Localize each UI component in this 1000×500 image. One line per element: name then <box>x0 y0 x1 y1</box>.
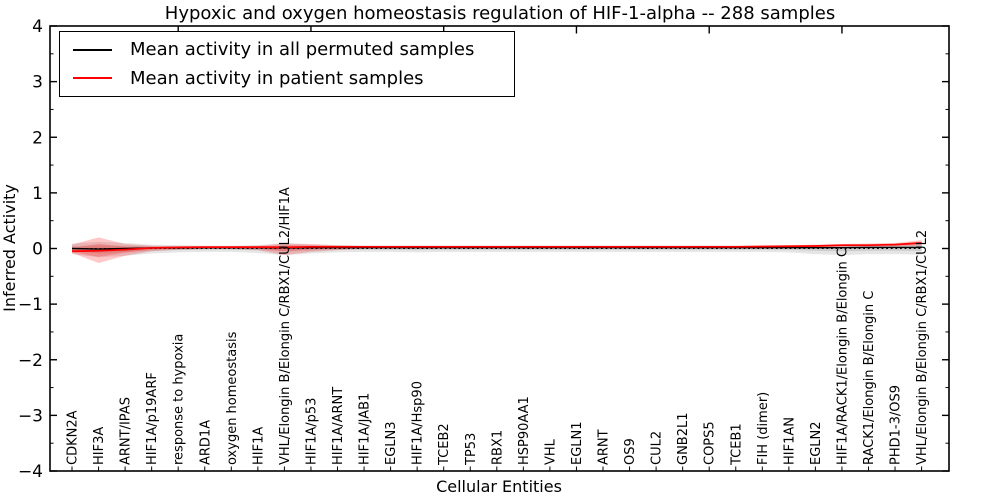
x-tick-label: HIF3A <box>92 427 107 465</box>
x-tick-label: response to hypoxia <box>172 334 187 465</box>
legend-item-permuted: Mean activity in all permuted samples <box>73 39 514 60</box>
permuted-samples-range-band <box>72 241 922 258</box>
x-tick-label: HIF1A/Hsp90 <box>411 381 426 465</box>
confidence-bands <box>72 237 922 263</box>
x-tick-label: COPS5 <box>703 421 718 465</box>
x-tick-label: GNB2L1 <box>676 412 691 465</box>
x-tick-label: CDKN2A <box>66 410 81 465</box>
x-tick-label: TCEB2 <box>437 423 452 466</box>
x-tick-label: ARD1A <box>198 420 213 465</box>
x-tick-label: OS9 <box>623 438 638 465</box>
x-tick-label: HIF1A/p53 <box>304 398 319 465</box>
x-tick-label: VHL <box>543 438 558 465</box>
y-axis-title: Inferred Activity <box>0 184 19 312</box>
x-tick-label: HIF1A/p19ARF <box>145 372 160 465</box>
x-tick-label: VHL/Elongin B/Elongin C/RBX1/CUL2/HIF1A <box>278 187 293 465</box>
x-tick-label: TP53 <box>464 433 479 466</box>
x-tick-label: EGLN3 <box>384 421 399 465</box>
y-tick-label: −3 <box>18 406 43 426</box>
x-tick-label: ARNT <box>597 429 612 465</box>
x-tick-label: PHD1-3/OS9 <box>889 385 904 465</box>
x-tick-label: ARNT/IPAS <box>119 397 134 465</box>
legend-label-permuted: Mean activity in all permuted samples <box>130 39 475 61</box>
y-axis-ticks: −4 −3 −2 −1 0 1 2 3 4 <box>18 17 949 482</box>
x-axis-title: Cellular Entities <box>436 477 562 496</box>
y-tick-label: −1 <box>18 295 43 315</box>
x-tick-label: HSP90AA1 <box>517 396 532 465</box>
x-tick-label: HIF1A/RACK1/Elongin B/Elongin C <box>835 248 850 465</box>
x-tick-label: HIF1A <box>251 427 266 465</box>
y-tick-label: 2 <box>32 128 43 148</box>
x-tick-label: EGLN1 <box>570 421 585 465</box>
y-tick-label: 0 <box>32 240 43 260</box>
x-tick-label: FIH (dimer) <box>756 392 771 465</box>
x-tick-label: EGLN2 <box>809 421 824 465</box>
legend-line-patient-swatch <box>73 77 112 80</box>
legend-line-permuted-swatch <box>73 48 112 51</box>
y-tick-label: 4 <box>32 17 43 37</box>
x-tick-label: VHL/Elongin B/Elongin C/RBX1/CUL2 <box>915 230 930 465</box>
mean-activity-lines <box>71 242 922 253</box>
patient-mean-line <box>71 242 922 253</box>
y-tick-label: −2 <box>18 351 43 371</box>
x-tick-label: TCEB1 <box>729 423 744 466</box>
legend-item-patient: Mean activity in patient samples <box>73 68 514 89</box>
legend: Mean activity in all permuted samples Me… <box>59 31 515 97</box>
y-tick-label: 1 <box>32 184 43 204</box>
x-tick-label: RACK1/Elongin B/Elongin C <box>862 291 877 465</box>
patient-samples-range-band <box>72 237 922 263</box>
x-tick-label: HIF1A/ARNT <box>331 387 346 465</box>
x-tick-label: oxygen homeostasis <box>225 331 240 465</box>
x-tick-label: CUL2 <box>650 431 665 465</box>
y-tick-label: 3 <box>32 73 43 93</box>
legend-label-patient: Mean activity in patient samples <box>130 67 424 89</box>
x-tick-label: RBX1 <box>490 430 505 465</box>
chart-title: Hypoxic and oxygen homeostasis regulatio… <box>164 3 836 24</box>
y-tick-label: −4 <box>18 462 43 482</box>
x-axis-labels: CDKN2A HIF3A ARNT/IPAS HIF1A/p19ARF response… <box>66 187 931 466</box>
x-tick-label: HIF1A/JAB1 <box>358 393 373 465</box>
x-tick-label: HIF1AN <box>782 417 797 465</box>
